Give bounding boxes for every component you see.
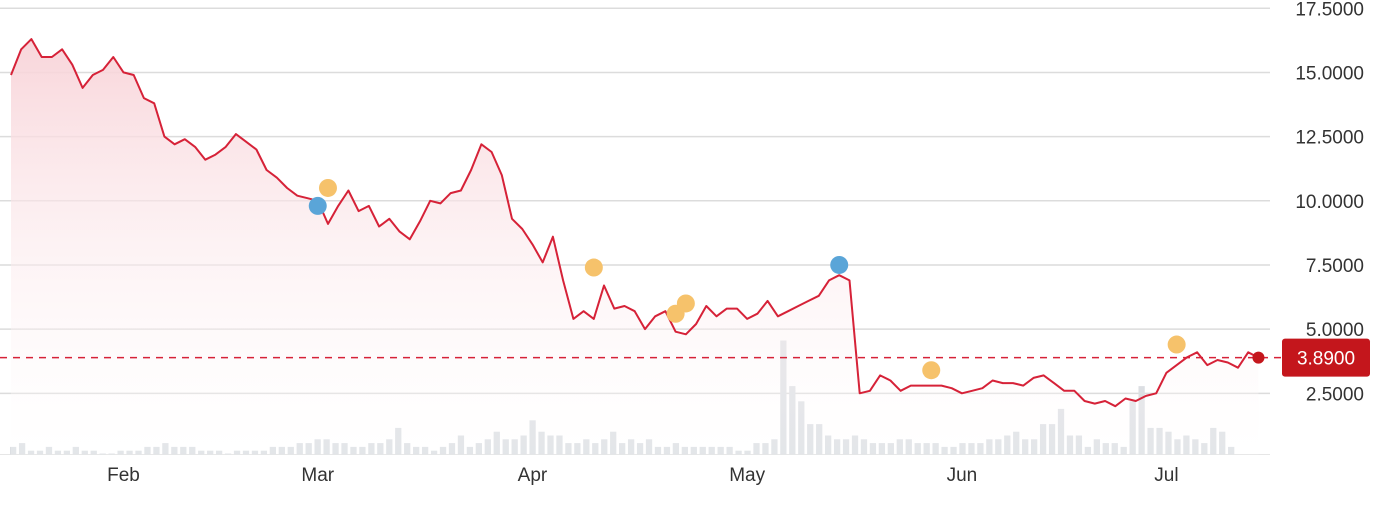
event-marker-orange[interactable] [584, 258, 603, 277]
y-tick-label: 7.5000 [1306, 256, 1364, 277]
x-tick-label: May [729, 465, 765, 486]
x-tick-label: Feb [107, 465, 140, 486]
x-tick-label: Jun [947, 465, 978, 486]
y-tick-label: 17.5000 [1295, 0, 1364, 20]
price-line [10, 38, 1259, 408]
current-price-label: 3.8900 [1297, 349, 1355, 370]
y-tick-label: 2.5000 [1306, 384, 1364, 405]
event-markers [308, 178, 1186, 380]
x-tick-label: Mar [301, 465, 334, 486]
event-marker-blue[interactable] [830, 255, 849, 274]
x-axis-labels: Feb Mar Apr May Jun Jul [107, 465, 1178, 486]
event-marker-blue[interactable] [308, 196, 327, 215]
event-marker-orange[interactable] [318, 178, 337, 197]
y-tick-label: 10.0000 [1295, 192, 1364, 213]
current-price-badge: 3.8900 [1282, 338, 1370, 377]
event-marker-orange[interactable] [676, 294, 695, 313]
y-tick-label: 15.0000 [1295, 63, 1364, 84]
y-tick-label: 12.5000 [1295, 128, 1364, 149]
last-price-dot [1252, 351, 1265, 364]
x-tick-label: Apr [518, 465, 548, 486]
event-marker-orange[interactable] [922, 361, 941, 380]
y-axis-labels: 2.5000 5.0000 7.5000 10.0000 12.5000 15.0000 1… [1295, 0, 1364, 405]
x-tick-label: Jul [1154, 465, 1178, 486]
event-marker-orange[interactable] [1167, 335, 1186, 354]
price-area [11, 39, 1259, 455]
y-tick-label: 5.0000 [1306, 320, 1364, 341]
